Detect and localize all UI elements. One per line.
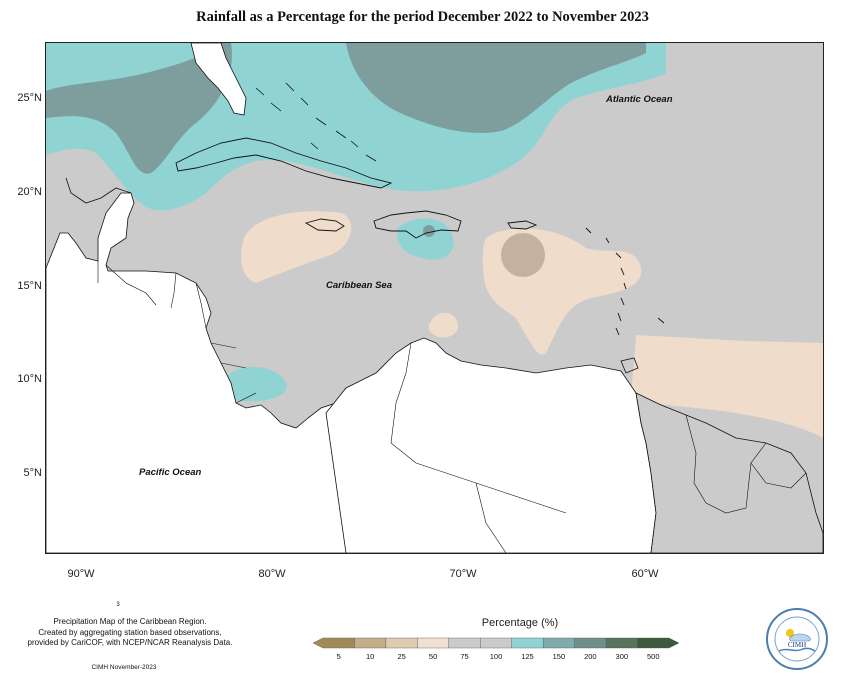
legend-tick-label: 300: [615, 652, 629, 661]
well-below-normal-region: [501, 233, 545, 277]
yucatan-coast: [65, 177, 132, 204]
legend-tick-label: 25: [397, 652, 406, 661]
legend-segment: [511, 637, 544, 649]
legend-segment: [480, 637, 512, 649]
logo-text: CIMH: [788, 641, 806, 649]
legend-tick-label: 150: [552, 652, 566, 661]
atlantic-ocean-label: Atlantic Ocean: [606, 94, 673, 105]
footnote-credit: CIMH November-2023: [91, 664, 157, 671]
legend-segment: [637, 637, 679, 649]
pacific-ocean-label: Pacific Ocean: [139, 467, 202, 478]
rainfall-map: [45, 42, 824, 554]
country-borders-south-america: [390, 342, 567, 553]
above-normal-region-panama: [220, 366, 287, 402]
lon-tick-80: 80°W: [258, 568, 286, 580]
puerto-rico-coast: [507, 220, 538, 230]
lat-tick-20: 20°N: [17, 186, 42, 198]
near-below-normal-haiti: [423, 225, 435, 237]
legend-tick-label: 500: [647, 652, 660, 661]
caribbean-sea-label: Caribbean Sea: [326, 280, 392, 291]
legend-colorbar: [313, 637, 679, 649]
cuba-coast: [175, 137, 393, 189]
legend-tick-label: 200: [584, 652, 597, 661]
footnote-line2: Created by aggregating station based obs…: [38, 628, 222, 637]
legend-tick-label: 5: [336, 652, 341, 661]
legend-tick-label: 75: [460, 652, 469, 661]
below-normal-region-small: [428, 312, 459, 338]
map-title: Rainfall as a Percentage for the period …: [196, 9, 649, 25]
legend-segment: [313, 637, 355, 649]
lat-tick-15: 15°N: [17, 280, 42, 292]
hispaniola-coast: [373, 210, 462, 239]
legend-tick-label: 50: [428, 652, 438, 661]
well-above-normal-region-west: [46, 43, 232, 174]
cimh-logo-icon: CIMH: [766, 608, 828, 670]
legend-title: Percentage (%): [481, 617, 559, 629]
florida-coast: [190, 43, 247, 116]
legend-tick-label: 100: [489, 652, 503, 661]
legend-tick-label: 125: [521, 652, 534, 661]
footnote-line3: provided by CariCOF, with NCEP/NCAR Rean…: [27, 638, 233, 647]
central-america-land: [46, 192, 347, 553]
country-borders-central-america: [97, 261, 257, 404]
lon-tick-70: 70°W: [449, 568, 477, 580]
lon-tick-90: 90°W: [67, 568, 95, 580]
bahamas-coast: [255, 82, 377, 162]
lat-tick-10: 10°N: [17, 373, 42, 385]
legend-segment: [605, 637, 638, 649]
below-normal-region-jamaica: [241, 211, 352, 283]
map-canvas: [46, 43, 823, 553]
legend-segment: [574, 637, 607, 649]
lesser-antilles: [585, 227, 665, 336]
lat-tick-5: 5°N: [23, 467, 42, 479]
footnote-stray: 3: [116, 602, 120, 608]
trinidad-coast: [620, 357, 639, 374]
jamaica-coast: [304, 218, 345, 232]
below-normal-region-guiana: [631, 335, 823, 438]
guianas-land: [635, 392, 823, 553]
legend-segment: [542, 637, 575, 649]
legend-segment: [385, 637, 418, 649]
well-above-normal-region-atlantic: [346, 43, 646, 133]
guyana-border: [685, 414, 807, 514]
legend-tick-label: 10: [366, 652, 375, 661]
legend-segment: [417, 637, 450, 649]
lat-tick-25: 25°N: [17, 92, 42, 104]
legend-segment: [448, 637, 481, 649]
above-normal-region-hispaniola: [397, 218, 454, 260]
footnote-line1: Precipitation Map of the Caribbean Regio…: [53, 617, 207, 626]
legend-segment: [354, 637, 387, 649]
lon-tick-60: 60°W: [631, 568, 659, 580]
